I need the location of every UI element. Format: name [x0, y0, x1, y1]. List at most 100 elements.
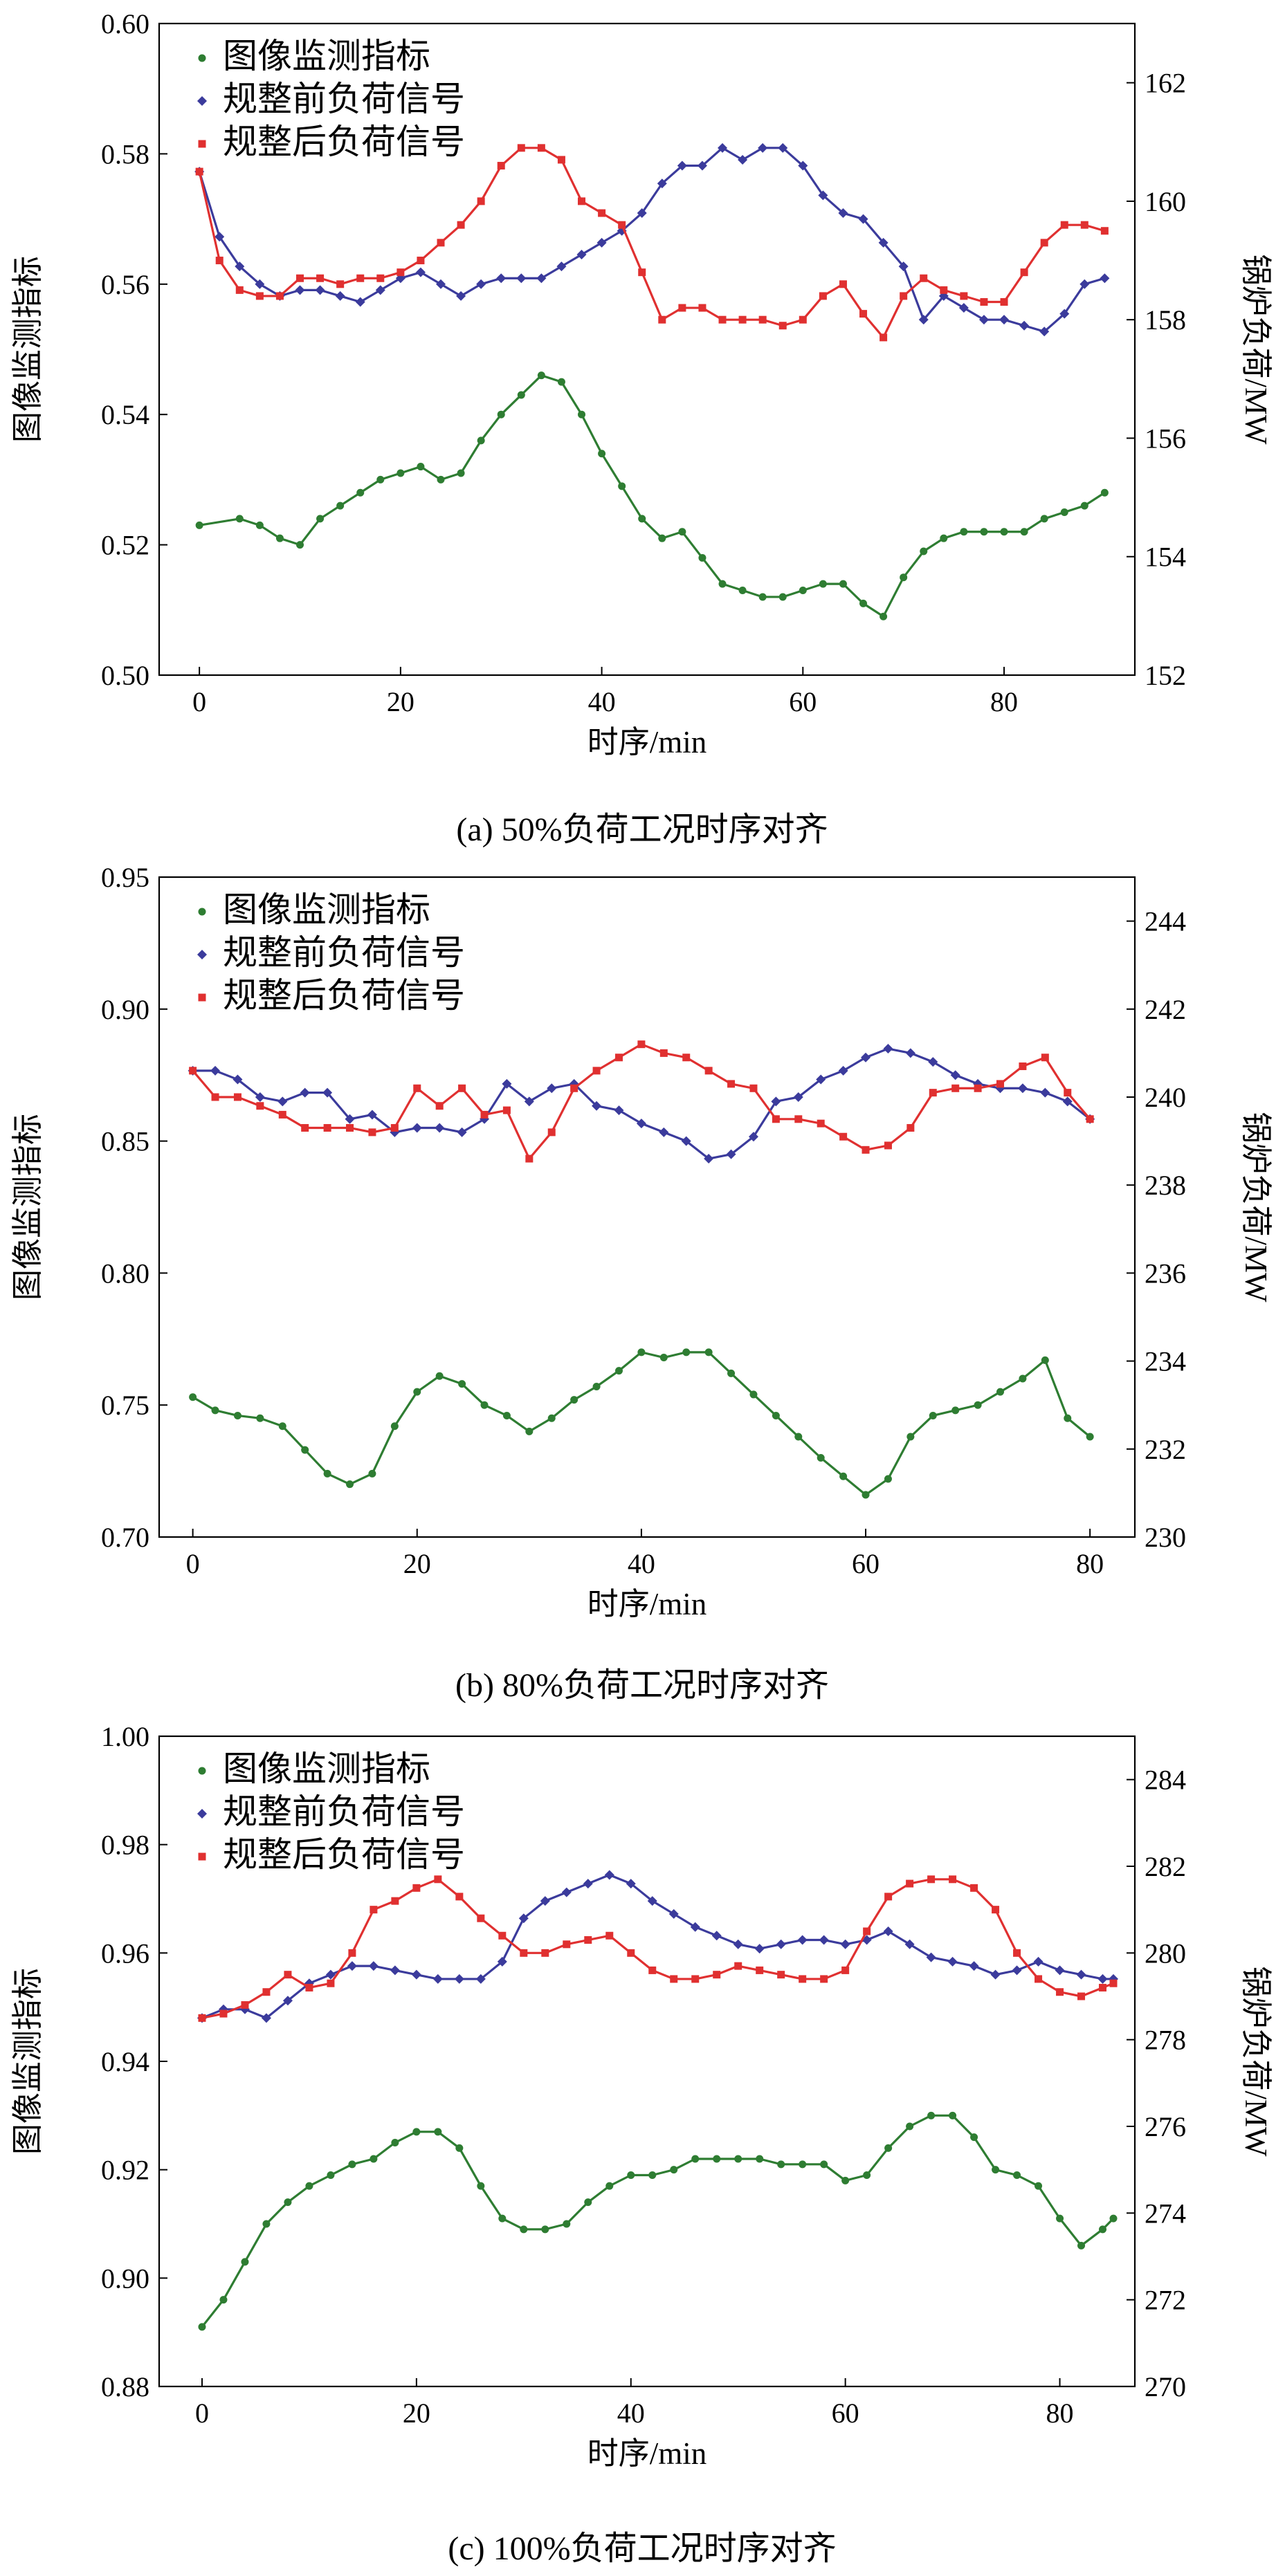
panel-c-series-load-before-point — [990, 1969, 1001, 1980]
panel-b-y-axis-label: 图像监测指标 — [10, 1114, 45, 1300]
panel-c-series-image-index-point — [455, 2144, 464, 2152]
panel-a-legend-load-before-point — [197, 96, 207, 106]
panel-b-series-load-after-point — [614, 1054, 623, 1062]
panel-c-series-load-after-point — [1056, 1988, 1064, 1996]
panel-a-y2-tick-label: 156 — [1145, 423, 1186, 454]
panel-c-series-load-before-point — [690, 1922, 700, 1932]
panel-a-series-image-index-point — [255, 521, 264, 529]
panel-b-series-load-after-point — [996, 1080, 1005, 1088]
panel-a-x-tick-label: 40 — [588, 686, 616, 717]
panel-b-series-image-index-point — [435, 1372, 444, 1380]
panel-c-series-load-after-point — [734, 1962, 742, 1970]
panel-b-series-image-index-point — [211, 1406, 219, 1415]
panel-a-series-load-before-point — [978, 315, 989, 325]
panel-b-marks: 0 20 40 60 80 0.70 0.75 0.80 0.85 0.90 0.95 230 232 2… — [10, 862, 1273, 1621]
panel-c-series-load-after-point — [927, 1875, 936, 1884]
panel-b-legend-label-image-index: 图像监测指标 — [223, 890, 430, 929]
panel-b-y-tick-label: 0.90 — [101, 994, 149, 1025]
panel-b-series-load-after-point — [704, 1067, 713, 1075]
panel-b-series-image-index-point — [749, 1390, 758, 1399]
panel-c-y2-tick-label: 276 — [1145, 2111, 1186, 2142]
panel-c-series-image-index-point — [498, 2214, 507, 2223]
panel-c-series-image-index-point — [713, 2155, 721, 2163]
panel-c-series-load-before-point — [1012, 1965, 1022, 1976]
panel-a-series-image-index-point — [1080, 502, 1088, 510]
panel-c-series-load-after-point — [949, 1875, 957, 1884]
panel-a-series-image-index-point — [376, 475, 385, 484]
panel-c-series-image-index-point — [327, 2171, 335, 2179]
panel-b-series-load-after-point — [346, 1124, 354, 1132]
panel-a-series-load-after-point — [296, 274, 304, 282]
panel-a-legend-label-load-after: 规整后负荷信号 — [223, 122, 465, 161]
panel-c-series-load-before-point — [947, 1956, 958, 1967]
panel-a-y2-tick-label: 162 — [1145, 68, 1186, 99]
panel-b-series-load-before-point — [255, 1092, 265, 1102]
panel-a-series-load-after-point — [1040, 239, 1048, 247]
panel-b-series-image-index-point — [951, 1406, 960, 1415]
panel-c-legend-load-after-point — [198, 1852, 206, 1861]
panel-b-series-load-after-point — [256, 1102, 264, 1110]
panel-c-x-tick-label: 40 — [617, 2398, 645, 2429]
panel-b-series-load-before-point — [300, 1087, 310, 1098]
panel-a-series-load-after-point — [698, 304, 707, 312]
panel-a-series-load-after-point — [356, 274, 365, 282]
panel-c-series-image-index-point — [756, 2155, 764, 2163]
panel-c-marks: 0 20 40 60 80 0.88 0.90 0.92 0.94 0.96 0.98 1.00 270… — [10, 1721, 1273, 2471]
panel-a-series-load-before-point — [778, 142, 788, 153]
panel-a-series-load-after-point — [980, 297, 988, 306]
panel-b-series-load-before-point — [502, 1078, 512, 1089]
panel-a-series-image-index-point — [275, 534, 284, 542]
panel-a-marks: 0 20 40 60 80 0.50 0.52 0.54 0.56 0.58 0.60 152 154 1… — [10, 8, 1273, 760]
panel-a-series-load-after-point — [758, 315, 767, 324]
panel-b-series-load-after-point — [727, 1080, 736, 1088]
panel-a-x-tick-label: 60 — [789, 686, 817, 717]
panel-c-series-load-after-point — [563, 1940, 571, 1949]
panel-a-series-image-index-point — [397, 469, 405, 477]
panel-a-series-image-index-point — [658, 534, 666, 542]
panel-c-series-image-index-point — [884, 2144, 893, 2152]
panel-c-series-load-before-point — [1097, 1974, 1108, 1984]
panel-b-series-image-index-point — [390, 1422, 399, 1430]
panel-c-series-image-index-point — [563, 2220, 571, 2228]
panel-c-series-load-after-point — [1013, 1949, 1021, 1957]
panel-a-series-load-before-point — [315, 285, 325, 295]
panel-b-series-image-index-point — [502, 1411, 511, 1419]
panel-b-y-tick-label: 0.85 — [101, 1126, 149, 1157]
panel-c-series-image-index-point — [1077, 2241, 1086, 2250]
panel-a-series-image-index-point — [880, 612, 888, 620]
panel-a-series-load-after-point — [255, 292, 264, 300]
panel-c-series-load-before-point — [282, 1996, 293, 2006]
panel-a-series-load-before-point — [476, 279, 486, 289]
panel-c-series-load-before-point — [368, 1961, 379, 1971]
panel-b-series-image-index-point — [659, 1354, 668, 1362]
panel-c-series-load-before-point — [411, 1969, 421, 1980]
panel-a-y2-axis-label: 锅炉负荷/MW — [1239, 255, 1273, 445]
panel-b-series-image-index-point — [346, 1480, 354, 1489]
panel-c-series-image-index-point — [1013, 2171, 1021, 2179]
panel-a-series-load-after-point — [215, 257, 224, 265]
panel-c-series-load-after-point — [777, 1971, 785, 1979]
panel-c-series-load-after-point — [348, 1949, 356, 1957]
panel-c-series-load-after-point — [820, 1975, 828, 1983]
panel-b-series-load-after — [189, 1040, 1094, 1163]
panel-a-series-load-after-point — [437, 239, 445, 247]
panel-c-y2-tick-label: 282 — [1145, 1851, 1186, 1882]
panel-c-y-tick-label: 0.90 — [101, 2263, 149, 2294]
panel-c-series-image-index-point — [777, 2160, 785, 2169]
panel-a-series-load-before-point — [758, 142, 768, 153]
panel-a-series-image-index-point — [718, 580, 727, 588]
panel-b-series-image-index — [189, 1348, 1094, 1499]
panel-a-series-image-index-point — [1100, 488, 1109, 497]
panel-a-series-image-index-point — [738, 587, 747, 595]
panel-c-legend-label-load-after: 规整后负荷信号 — [223, 1835, 465, 1874]
panel-a-series-load-before-point — [1039, 326, 1050, 337]
panel-b-series-load-before-point — [950, 1070, 960, 1080]
panel-a-series-load-before-point — [818, 190, 828, 201]
panel-b-series-image-index-point — [547, 1414, 556, 1422]
panel-a-series-image-index-point — [778, 593, 787, 601]
panel-a-series-image-index-point — [839, 580, 847, 588]
panel-c-y-tick-label: 0.88 — [101, 2371, 149, 2402]
panel-b-series-image-index-point — [929, 1411, 937, 1419]
panel-c-series-load-before-point — [561, 1887, 572, 1897]
